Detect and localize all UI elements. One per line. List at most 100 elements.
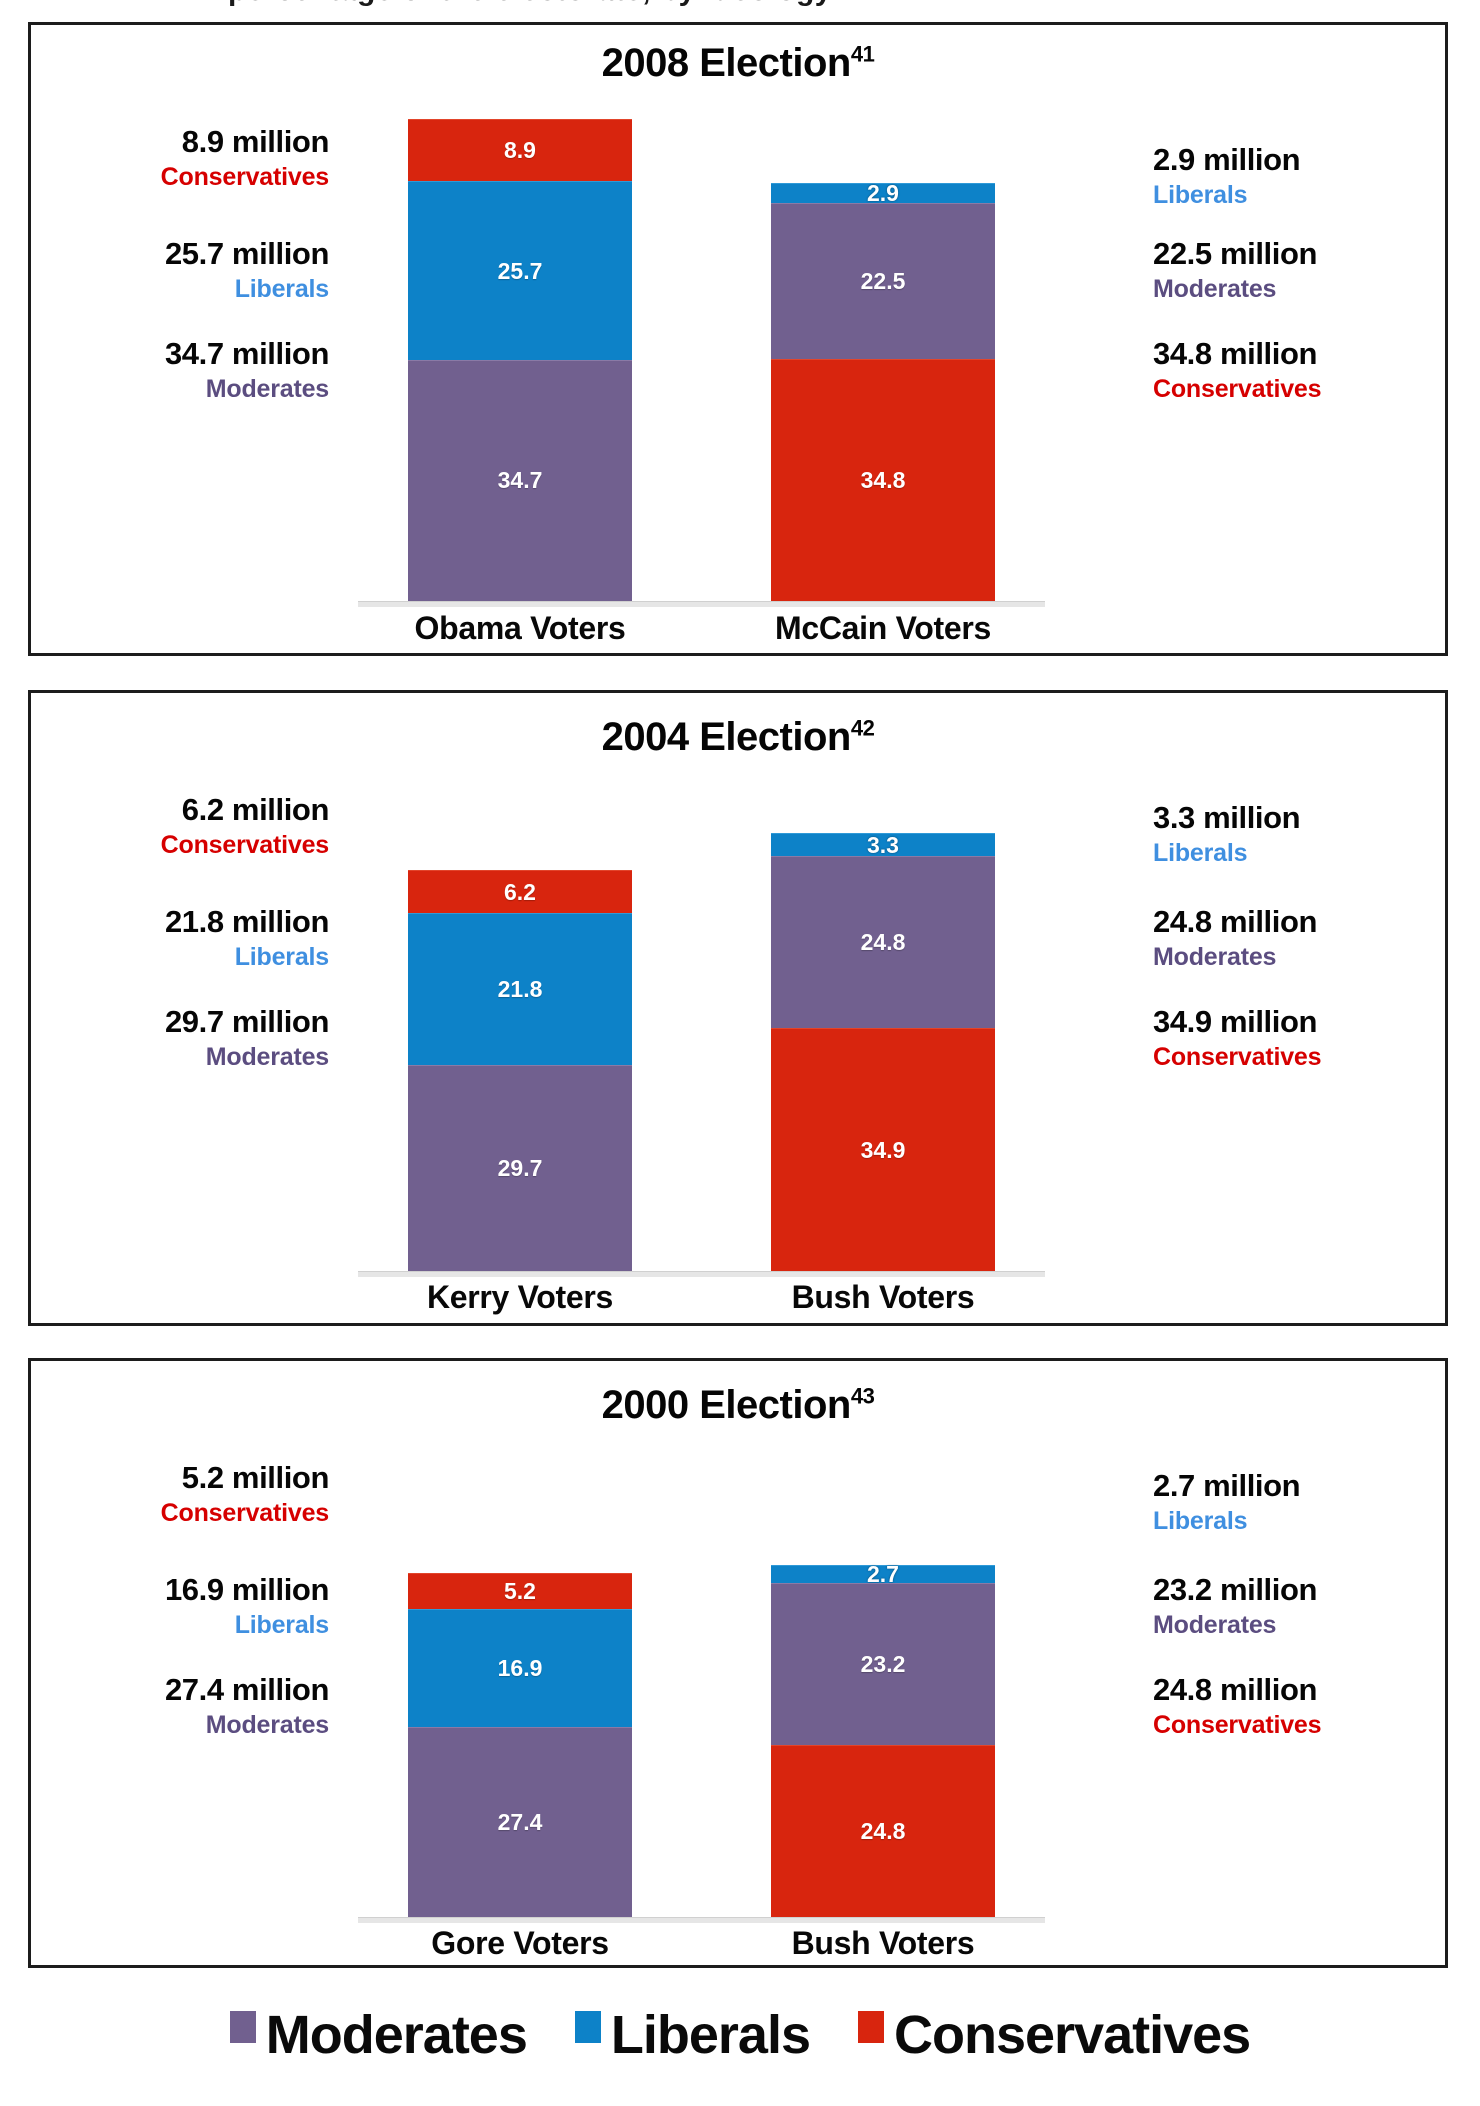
annotation-left: 21.8 million Liberals	[39, 904, 329, 970]
cut-off-header-label: percentage of the electorate, by ideolog…	[228, 0, 832, 8]
plot-area: 8.9 25.7 34.7 Obama Voters 2.9 22.5 34.8 McCain…	[31, 25, 1445, 653]
annotation-right: 2.7 million Liberals	[1153, 1468, 1443, 1535]
category-label: Gore Voters	[431, 1925, 609, 1961]
bar-segment-moderates[interactable]: 22.5	[771, 202, 995, 360]
annotation-group: Liberals	[234, 1610, 329, 1639]
bar-segment-conservatives[interactable]: 34.9	[771, 1028, 995, 1271]
bar-segment-moderates[interactable]: 29.7	[408, 1064, 632, 1271]
stacked-bar[interactable]: 3.3 24.8 34.9	[771, 833, 995, 1271]
bar-segment-value: 24.8	[860, 929, 906, 956]
bar-segment-value: 34.7	[497, 467, 543, 494]
legend-swatch-liberals-icon	[574, 2011, 601, 2043]
annotation-right: 24.8 million Moderates	[1153, 904, 1443, 971]
bar-segment-conservatives[interactable]: 5.2	[408, 1572, 632, 1610]
annotation-amount: 2.7 million	[1153, 1468, 1301, 1503]
annotation-amount: 34.9 million	[1153, 1004, 1318, 1039]
stacked-bar[interactable]: 6.2 21.8 29.7	[408, 869, 632, 1271]
category-label: Bush Voters	[791, 1925, 975, 1961]
stacked-bar[interactable]: 2.9 22.5 34.8	[771, 181, 995, 601]
category-label: Bush Voters	[791, 1279, 975, 1315]
axis-baseline	[358, 601, 1045, 607]
bar-segment-value: 34.8	[860, 467, 906, 494]
stacked-bar[interactable]: 8.9 25.7 34.7	[408, 119, 632, 601]
annotation-amount: 34.7 million	[164, 336, 329, 371]
legend-item-moderates[interactable]: Moderates	[229, 2005, 528, 2065]
legend-label: Moderates	[265, 2005, 528, 2065]
panel-title-footnote: 43	[850, 1383, 875, 1409]
axis-baseline	[358, 1917, 1045, 1923]
annotation-group: Conservatives	[160, 1498, 330, 1527]
chart-panel-2000: 2000 Election43 5.2 16.9 27.4 Gore Voters 2.7…	[28, 1358, 1448, 1968]
annotation-group: Conservatives	[160, 830, 330, 859]
annotation-left: 34.7 million Moderates	[39, 336, 329, 402]
bar-segment-value: 22.5	[860, 267, 906, 294]
bar-segment-value: 6.2	[504, 878, 536, 905]
annotation-amount: 6.2 million	[181, 792, 330, 827]
bar-segment-conservatives[interactable]: 34.8	[771, 359, 995, 601]
annotation-group: Conservatives	[1153, 374, 1322, 403]
stacked-bar[interactable]: 2.7 23.2 24.8	[771, 1561, 995, 1917]
bar-segment-liberals[interactable]: 2.7	[771, 1561, 995, 1587]
bar-segment-value: 5.2	[504, 1578, 536, 1605]
bar-segment-value: 8.9	[504, 137, 536, 164]
bar-segment-value: 24.8	[860, 1817, 906, 1844]
annotation-left: 16.9 million Liberals	[39, 1572, 329, 1639]
bar-segment-conservatives[interactable]: 6.2	[408, 869, 632, 914]
category-label: Kerry Voters	[426, 1279, 614, 1315]
plot-area: 5.2 16.9 27.4 Gore Voters 2.7 23.2 24.8 Bush Vo…	[31, 1361, 1445, 1965]
annotation-group: Liberals	[1153, 1506, 1248, 1535]
annotation-left: 6.2 million Conservatives	[39, 792, 330, 859]
bar-segment-moderates[interactable]: 23.2	[771, 1583, 995, 1745]
annotation-group: Conservatives	[1153, 1710, 1322, 1739]
bar-segment-moderates[interactable]: 34.7	[408, 359, 632, 601]
chart-panel-2004: 2004 Election42 6.2 21.8 29.7 Kerry Voters 3.…	[28, 690, 1448, 1326]
bar-segment-liberals[interactable]: 3.3	[771, 833, 995, 856]
legend-item-conservatives[interactable]: Conservatives	[857, 2005, 1251, 2065]
annotation-amount: 8.9 million	[181, 124, 330, 159]
annotation-group: Moderates	[1153, 274, 1277, 303]
panel-title: 2008 Election41	[31, 41, 1445, 86]
bar-segment-liberals[interactable]: 16.9	[408, 1609, 632, 1727]
panel-title-text: 2004 Election	[601, 715, 852, 759]
bar-segment-value: 23.2	[860, 1650, 906, 1677]
bar-segment-value: 16.9	[497, 1654, 543, 1681]
annotation-amount: 22.5 million	[1153, 236, 1318, 271]
panel-title-footnote: 41	[850, 41, 875, 67]
chart-legend: Moderates Liberals Conservatives	[0, 1990, 1480, 2080]
annotation-amount: 21.8 million	[164, 904, 329, 939]
bar-segment-conservatives[interactable]: 24.8	[771, 1744, 995, 1917]
panel-title-text: 2008 Election	[601, 41, 852, 85]
annotation-left: 25.7 million Liberals	[39, 236, 329, 302]
bar-segment-moderates[interactable]: 24.8	[771, 856, 995, 1029]
annotation-amount: 2.9 million	[1153, 142, 1301, 177]
bar-segment-liberals[interactable]: 2.9	[771, 181, 995, 204]
annotation-group: Moderates	[1153, 942, 1277, 971]
annotation-amount: 3.3 million	[1153, 800, 1301, 835]
axis-baseline	[358, 1271, 1045, 1277]
panel-title: 2004 Election42	[31, 715, 1445, 760]
stacked-bar[interactable]: 5.2 16.9 27.4	[408, 1572, 632, 1917]
bar-segment-liberals[interactable]: 25.7	[408, 181, 632, 360]
bar-segment-value: 34.9	[860, 1136, 906, 1163]
legend-label: Conservatives	[893, 2005, 1251, 2065]
annotation-group: Moderates	[205, 1710, 329, 1739]
bar-segment-conservatives[interactable]: 8.9	[408, 119, 632, 182]
annotation-amount: 25.7 million	[164, 236, 329, 271]
annotation-left: 29.7 million Moderates	[39, 1004, 329, 1070]
panel-title-footnote: 42	[850, 715, 875, 741]
legend-item-liberals[interactable]: Liberals	[574, 2008, 811, 2062]
annotation-right: 34.9 million Conservatives	[1153, 1004, 1443, 1071]
annotation-right: 23.2 million Moderates	[1153, 1572, 1443, 1638]
bar-segment-value: 27.4	[497, 1808, 543, 1835]
annotation-group: Conservatives	[1153, 1042, 1322, 1071]
category-label: McCain Voters	[774, 610, 991, 646]
cut-off-header-text: percentage of the electorate, by ideolog…	[0, 0, 1480, 8]
panel-title: 2000 Election43	[31, 1383, 1445, 1428]
legend-swatch-moderates-icon	[229, 2011, 256, 2043]
bar-segment-value: 2.7	[867, 1561, 899, 1587]
annotation-amount: 23.2 million	[1153, 1572, 1318, 1607]
annotation-left: 27.4 million Moderates	[39, 1672, 329, 1739]
annotation-amount: 29.7 million	[164, 1004, 329, 1039]
bar-segment-moderates[interactable]: 27.4	[408, 1726, 632, 1917]
bar-segment-liberals[interactable]: 21.8	[408, 913, 632, 1065]
